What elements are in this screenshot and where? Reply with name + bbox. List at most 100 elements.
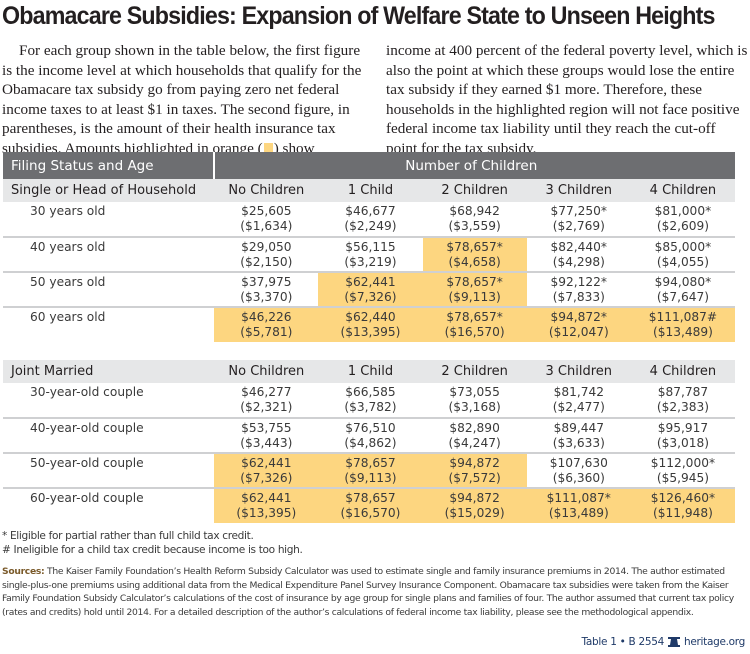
table-cell: $94,872 ($7,572) [422,453,527,489]
table-cell: $62,441 ($7,326) [318,272,423,308]
income-threshold: $78,657* [446,310,503,324]
table-cell: $94,080* ($7,647) [630,272,735,308]
intro-paragraph-col2: income at 400 percent of the federal pov… [386,42,748,157]
table-cell: $68,942 ($3,559) [422,202,527,238]
table-cell: $89,447 ($3,633) [526,418,631,454]
table-cell: $62,441 ($7,326) [214,453,319,489]
footnotes: * Eligible for partial rather than full … [2,529,742,557]
subsidy-amount: ($2,609) [656,219,709,233]
table-cell: $62,440 ($13,395) [318,307,423,342]
table-cell: $81,742 ($2,477) [526,383,631,419]
credit-line: Table 1 • B 2554 heritage.org [582,636,746,648]
subsidy-amount: ($3,219) [344,255,397,269]
table-row: 40-year-old couple $53,755 ($3,443) $76,510… [3,418,735,454]
subsidy-amount: ($13,395) [340,325,401,339]
table-cell: $82,890 ($4,247) [422,418,527,454]
table-cell: $25,605 ($1,634) [214,202,319,238]
column-header: 4 Children [630,360,735,383]
row-label: 50 years old [3,272,215,308]
subsidy-amount: ($4,298) [552,255,605,269]
table-cell: $62,441 ($13,395) [214,488,319,523]
sources-text: The Kaiser Family Foundation’s Health Re… [2,566,734,618]
subsidy-amount: ($3,370) [240,290,293,304]
subsidy-amount: ($7,326) [240,471,293,485]
table-row: 60 years old $46,226 ($5,781) $62,440 ($13,3… [3,307,735,342]
table-cell: $94,872* ($12,047) [526,307,631,342]
highlight-swatch-icon [263,142,273,154]
income-threshold: $77,250* [550,204,608,218]
income-threshold: $53,755 [241,421,292,435]
table-cell: $111,087* ($13,489) [526,488,631,523]
income-threshold: $78,657 [345,491,396,505]
income-threshold: $62,441 [241,491,292,505]
subsidy-amount: ($3,443) [240,436,293,450]
income-threshold: $62,441 [241,456,292,470]
table-cell: $85,000* ($4,055) [630,237,735,273]
income-threshold: $112,000* [650,456,716,470]
table-cell: $78,657 ($9,113) [318,453,423,489]
table-cell: $76,510 ($4,862) [318,418,423,454]
subsidy-amount: ($7,326) [344,290,397,304]
column-header: 2 Children [422,179,527,202]
table-cell: $87,787 ($2,383) [630,383,735,419]
subsidy-amount: ($13,489) [548,506,609,520]
income-threshold: $111,087* [546,491,611,505]
row-label: 60-year-old couple [30,491,144,505]
table-cell: $111,087# ($13,489) [630,307,735,342]
single-household-table: Filing Status and Age Number of Children… [3,152,735,342]
income-threshold: $46,677 [345,204,396,218]
table-cell: $29,050 ($2,150) [214,237,319,273]
column-header: 3 Children [526,360,631,383]
column-header: 1 Child [318,179,423,202]
income-threshold: $89,447 [553,421,604,435]
subsidy-amount: ($16,570) [340,506,401,520]
income-threshold: $25,605 [241,204,292,218]
subsidy-amount: ($3,782) [344,400,397,414]
subsidy-amount: ($9,113) [344,471,397,485]
subsidy-amount: ($3,168) [448,400,501,414]
income-threshold: $46,226 [241,310,292,324]
table-reference: Table 1 • B 2554 [581,636,665,648]
subsidy-amount: ($4,658) [448,255,501,269]
income-threshold: $37,975 [241,275,292,289]
income-threshold: $94,080* [654,275,712,289]
section-header: Single or Head of Household No Children 1… [3,179,735,202]
section-label: Joint Married [3,360,215,383]
footnote-asterisk: * Eligible for partial rather than full … [2,530,254,542]
table-cell: $126,460* ($11,948) [630,488,735,523]
table-cell: $78,657* ($9,113) [422,272,527,308]
table-cell: $56,115 ($3,219) [318,237,423,273]
subsidy-amount: ($1,634) [240,219,293,233]
heritage-link[interactable]: heritage.org [684,636,745,648]
table-cell: $78,657* ($4,658) [422,237,527,273]
table-row: 30 years old $25,605 ($1,634) $46,677 ($2,24… [3,202,735,238]
joint-married-table: Joint Married No Children 1 Child 2 Childr… [3,360,735,523]
table-row: 30-year-old couple $46,277 ($2,321) $66,585… [3,383,735,419]
table-row: 50-year-old couple $62,441 ($7,326) $78,657… [3,453,735,489]
subsidy-amount: ($2,321) [240,400,293,414]
table-cell: $78,657 ($16,570) [318,488,423,523]
footnote-hash: # Ineligible for a child tax credit beca… [2,544,303,556]
subsidy-amount: ($5,945) [656,471,709,485]
subsidy-amount: ($2,150) [240,255,293,269]
table-cell: $92,122* ($7,833) [526,272,631,308]
income-threshold: $111,087# [648,310,718,324]
table-cell: $107,630 ($6,360) [526,453,631,489]
table-main-header: Filing Status and Age Number of Children [3,152,735,179]
column-header: 4 Children [630,179,735,202]
subsidy-amount: ($9,113) [448,290,501,304]
row-label: 40-year-old couple [3,418,215,454]
income-threshold: $62,441 [345,275,396,289]
subsidy-amount: ($2,383) [656,400,709,414]
subsidy-amount: ($13,395) [236,506,297,520]
table-cell: $112,000* ($5,945) [630,453,735,489]
income-threshold: $82,440* [550,240,608,254]
table-cell: $77,250* ($2,769) [526,202,631,238]
table-cell: $53,755 ($3,443) [214,418,319,454]
income-threshold: $78,657* [446,275,503,289]
subsidy-amount: ($3,633) [552,436,605,450]
row-label: 60 years old [30,310,106,324]
subsidy-amount: ($7,833) [552,290,605,304]
section-label: Single or Head of Household [3,179,215,202]
row-label: 50-year-old couple [3,453,215,489]
